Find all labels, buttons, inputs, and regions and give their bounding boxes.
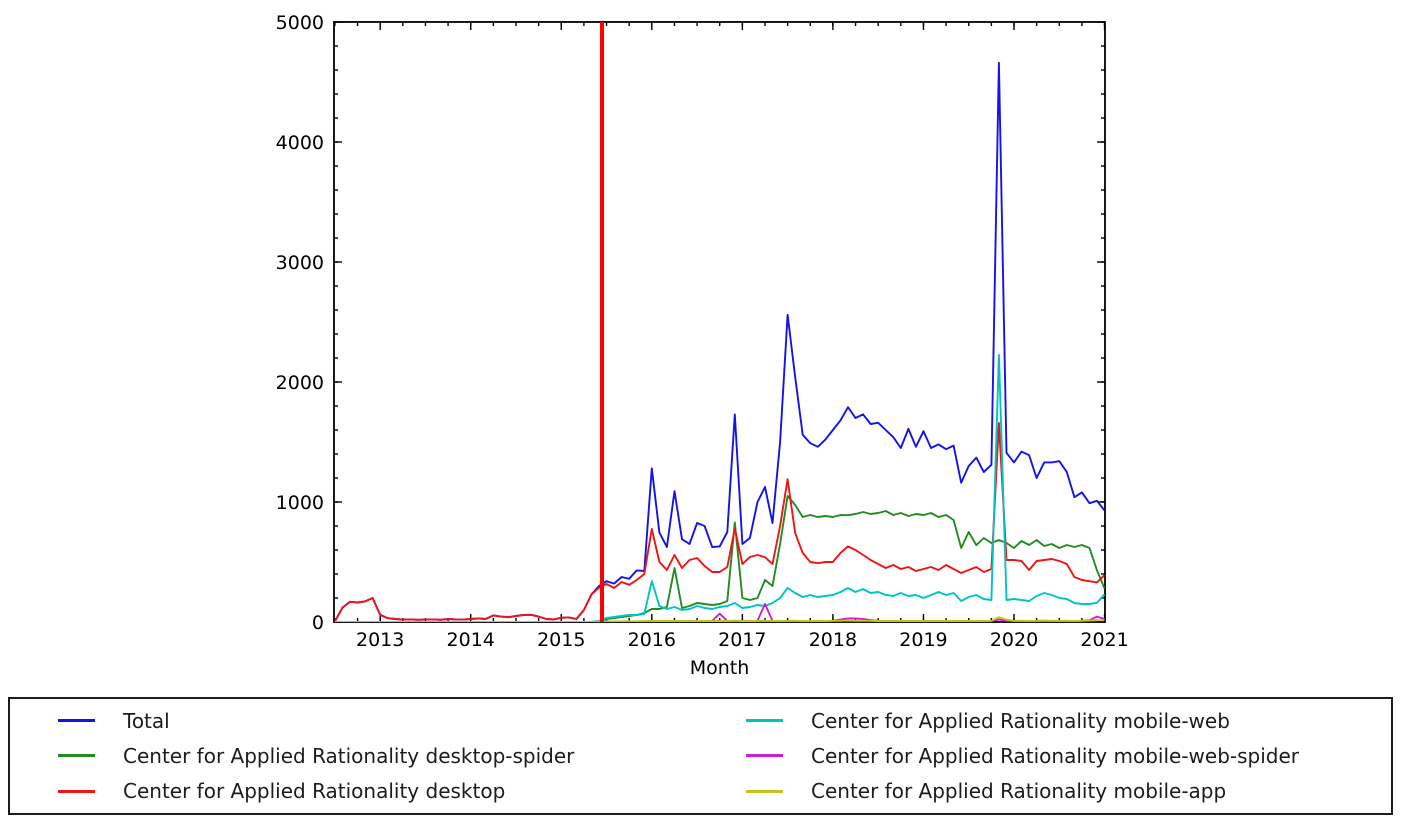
legend-label: Center for Applied Rationality desktop-s… [123,743,575,768]
legend-item-desktop-spider: Center for Applied Rationality desktop-s… [10,746,710,766]
desktop-line-swatch [58,789,95,793]
axis-ticks [334,21,1106,623]
x-axis-title: Month [690,657,750,679]
series-line-center-for-applied-rationality-desktop [334,422,1105,622]
mobile-web-spider-line-swatch [746,754,783,758]
mobile-app-line-swatch [746,789,783,793]
y-tick-label: 3000 [276,252,324,274]
x-tick-label: 2021 [1080,629,1128,651]
series-line-center-for-applied-rationality-mobile-app [334,616,1105,622]
y-tick-label: 5000 [276,12,324,34]
legend-item-mobile-web-spider: Center for Applied Rationality mobile-we… [710,746,1391,766]
total-line-swatch [58,719,95,723]
mobile-web-line-swatch [746,719,783,723]
x-tick-label: 2017 [718,629,766,651]
legend-item-mobile-web: Center for Applied Rationality mobile-we… [710,711,1391,731]
legend-label: Center for Applied Rationality desktop [123,779,506,804]
x-tick-label: 2020 [990,629,1038,651]
series-line-center-for-applied-rationality-desktop-spider [334,495,1105,622]
desktop-spider-line-swatch [58,754,95,758]
legend-label: Center for Applied Rationality mobile-ap… [811,779,1227,804]
y-tick-label: 0 [312,612,324,634]
y-tick-label: 1000 [276,492,324,514]
legend: Total Center for Applied Rationality des… [8,697,1393,815]
legend-item-mobile-app: Center for Applied Rationality mobile-ap… [710,781,1391,801]
plot-frame [333,21,1106,623]
series-line-total [334,61,1105,622]
x-tick-label: 2018 [809,629,857,651]
legend-item-desktop: Center for Applied Rationality desktop [10,781,710,801]
y-tick-label: 2000 [276,372,324,394]
series-line-center-for-applied-rationality-mobile-web [334,354,1105,622]
y-tick-label: 4000 [276,132,324,154]
legend-item-total: Total [10,711,710,731]
legend-label: Center for Applied Rationality mobile-we… [811,743,1300,768]
legend-label: Center for Applied Rationality mobile-we… [811,708,1230,733]
x-tick-label: 2019 [899,629,947,651]
x-tick-label: 2013 [356,629,404,651]
line-chart: 2013 2014 2015 2016 2017 2018 2019 2020 2021 0 100… [276,12,1129,679]
legend-label: Total [123,708,170,733]
x-tick-label: 2014 [447,629,495,651]
x-tick-label: 2015 [537,629,585,651]
series-group [334,61,1105,622]
x-tick-label: 2016 [628,629,676,651]
